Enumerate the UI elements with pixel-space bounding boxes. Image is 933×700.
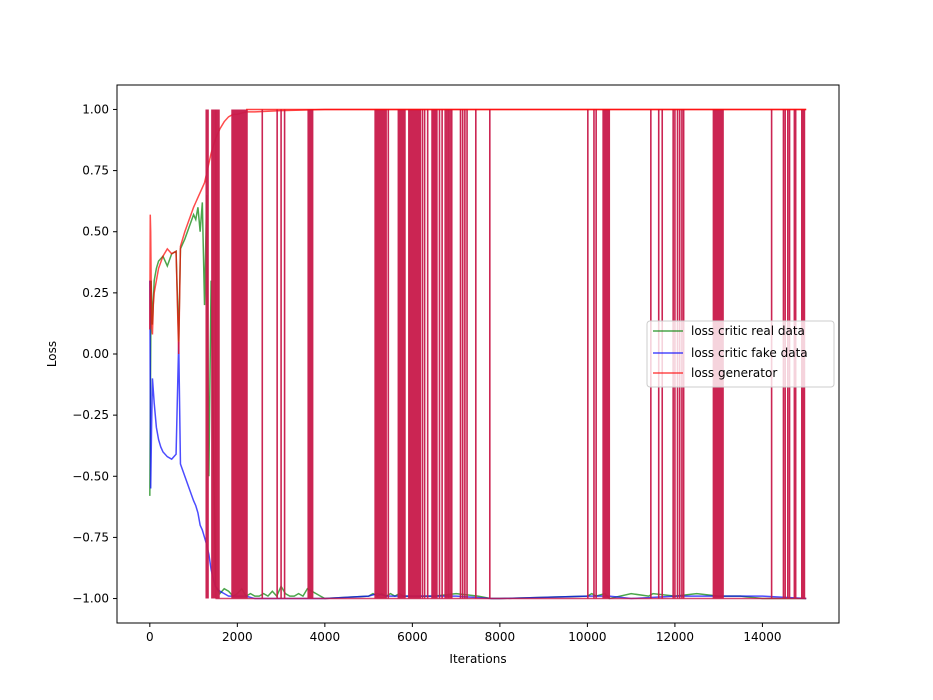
x-tick-label: 8000 <box>485 630 516 644</box>
oscillation-band <box>438 109 443 599</box>
legend: loss critic real data loss critic fake d… <box>646 320 835 388</box>
x-tick-label: 2000 <box>222 630 253 644</box>
oscillation-band <box>459 109 468 599</box>
x-axis: 0 2000 4000 6000 8000 10000 12000 14000 <box>146 623 782 644</box>
oscillation-band <box>231 109 248 599</box>
y-tick-label: −0.75 <box>72 530 109 544</box>
oscillation-band <box>408 109 422 599</box>
y-tick-label: 0.50 <box>82 225 109 239</box>
legend-label-generator: loss generator <box>691 366 777 380</box>
x-tick-label: 14000 <box>743 630 781 644</box>
legend-label-fake: loss critic fake data <box>691 346 808 360</box>
plot-area <box>116 84 840 624</box>
y-tick-label: −0.50 <box>72 469 109 483</box>
x-tick-label: 4000 <box>310 630 341 644</box>
y-tick-label: 1.00 <box>82 102 109 116</box>
y-tick-label: 0.75 <box>82 164 109 178</box>
oscillation-band <box>215 109 220 599</box>
legend-label-real: loss critic real data <box>691 324 805 338</box>
oscillation-band <box>593 109 597 599</box>
x-tick-label: 0 <box>146 630 154 644</box>
y-tick-label: −0.25 <box>72 408 109 422</box>
series-line-0 <box>149 195 807 600</box>
oscillation-band <box>307 109 314 599</box>
oscillation-band <box>431 109 438 599</box>
x-axis-label: Iterations <box>449 652 506 666</box>
oscillation-band <box>205 109 209 599</box>
y-axis-label: Loss <box>45 341 59 367</box>
oscillation-band <box>397 109 406 599</box>
x-tick-label: 6000 <box>397 630 428 644</box>
oscillation-band <box>602 109 611 599</box>
x-tick-label: 10000 <box>568 630 606 644</box>
legend-box <box>646 320 835 388</box>
x-tick-label: 12000 <box>656 630 694 644</box>
oscillation-band <box>444 109 453 599</box>
y-axis: −1.00 −0.75 −0.50 −0.25 0.00 0.25 0.50 0.75 1.00 <box>72 102 117 606</box>
y-tick-label: 0.00 <box>82 347 109 361</box>
oscillation-band <box>211 109 217 599</box>
y-tick-label: 0.25 <box>82 286 109 300</box>
y-tick-label: −1.00 <box>72 592 109 606</box>
oscillation-band <box>421 109 426 599</box>
oscillation-band <box>374 109 387 599</box>
series-layer <box>149 108 807 600</box>
